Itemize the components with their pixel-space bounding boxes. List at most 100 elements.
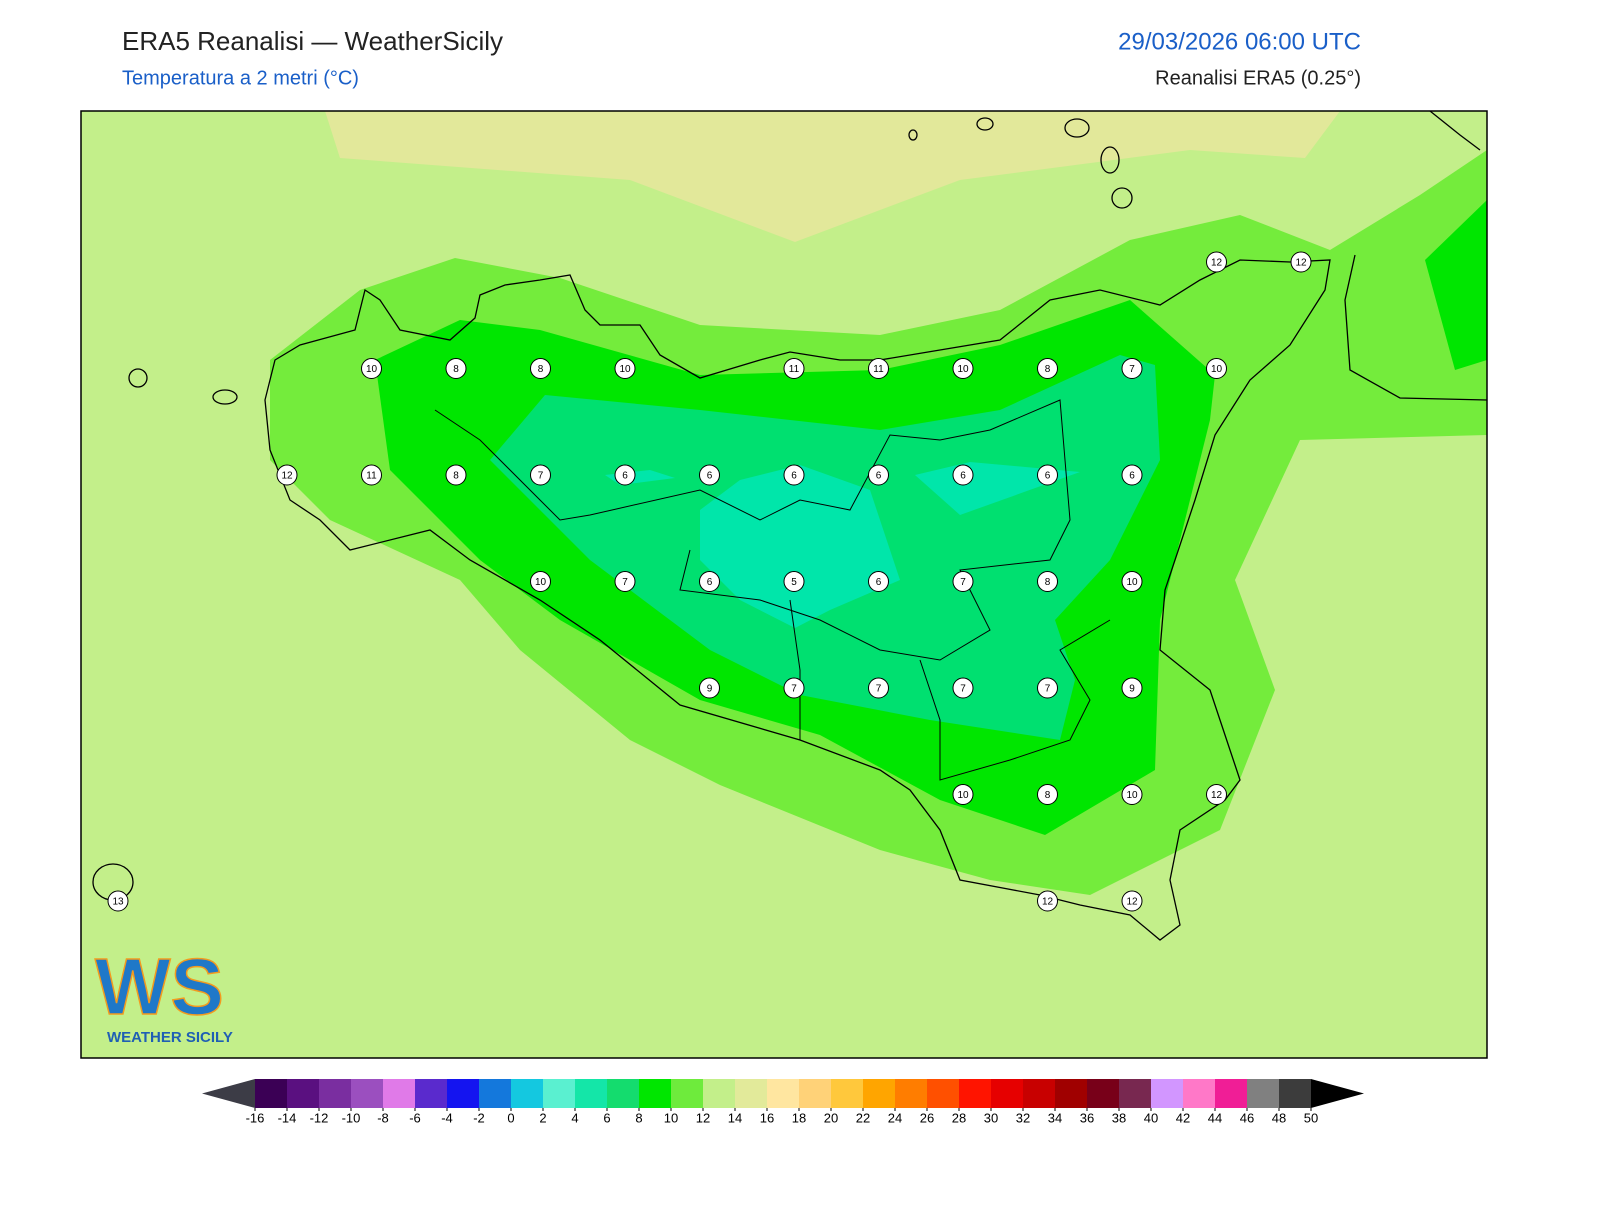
colorbar-label: 18 [792, 1110, 806, 1125]
grid-point [445, 464, 467, 486]
calabria-coast [1344, 254, 1488, 401]
grid-point [614, 358, 636, 379]
grid-value: 6 [622, 471, 628, 482]
colorbar-label: -2 [473, 1110, 485, 1125]
grid-point [445, 358, 467, 379]
colorbar-label: 36 [1080, 1110, 1094, 1125]
grid-value: 6 [707, 471, 713, 482]
grid-point [783, 677, 805, 699]
colorbar-box [607, 1079, 639, 1108]
colorbar-label: 2 [539, 1110, 546, 1125]
island [976, 117, 994, 131]
grid-value: 12 [1211, 790, 1223, 801]
grid-value: 7 [960, 684, 966, 695]
grid-value: 11 [366, 471, 377, 482]
grid-point [1037, 890, 1058, 912]
grid-value: 7 [538, 471, 544, 482]
colorbar-label: 40 [1144, 1110, 1158, 1125]
grid-value: 7 [622, 577, 628, 588]
grid-point [699, 464, 720, 486]
colorbar-label: 24 [888, 1110, 902, 1125]
contour-14-16 [325, 111, 1340, 242]
colorbar-box [927, 1079, 959, 1108]
grid-value: 10 [957, 790, 969, 801]
colorbar-box [255, 1079, 287, 1108]
colorbar-label: 12 [696, 1110, 710, 1125]
grid-value: 6 [876, 471, 882, 482]
grid-value: 8 [453, 471, 459, 482]
colorbar-box [383, 1079, 415, 1108]
grid-value: 7 [876, 684, 882, 695]
grid-value: 6 [960, 471, 966, 482]
grid-value: 10 [1211, 364, 1223, 375]
grid-point [1206, 251, 1227, 273]
island [128, 368, 148, 388]
grid-point [868, 464, 889, 486]
grid-point [530, 571, 551, 592]
colorbar-box [1023, 1079, 1055, 1108]
grid-value: 7 [1129, 364, 1135, 375]
grid-value: 10 [1126, 577, 1138, 588]
logo-name: WEATHER SICILY [107, 1029, 233, 1046]
colorbar-box [1119, 1079, 1151, 1108]
colorbar-label: 32 [1016, 1110, 1030, 1125]
grid-point [1121, 571, 1143, 592]
grid-point [614, 464, 636, 486]
province-border [434, 399, 1071, 661]
colorbar-box [639, 1079, 671, 1108]
colorbar-box [575, 1079, 607, 1108]
grid-value: 10 [957, 364, 969, 375]
calabria-coast [1429, 110, 1481, 151]
grid-point [361, 464, 382, 486]
colorbar-label: 14 [728, 1110, 742, 1125]
grid-point [1037, 358, 1058, 379]
sicily-coast [264, 259, 1331, 941]
grid-point [952, 677, 974, 699]
grid-point [1206, 784, 1227, 805]
colorbar-box [991, 1079, 1023, 1108]
colorbar-label: -10 [342, 1110, 361, 1125]
colorbar-box [415, 1079, 447, 1108]
grid-point [1290, 251, 1312, 273]
colorbar-box [1247, 1079, 1279, 1108]
map-frame [80, 110, 1488, 1059]
grid-point [868, 358, 889, 379]
colorbar-box [735, 1079, 767, 1108]
grid-value: 8 [1045, 790, 1051, 801]
grid-point [1121, 784, 1143, 805]
grid-value: 10 [366, 364, 378, 375]
grid-value: 7 [960, 577, 966, 588]
grid-points: 12 12 10 8 8 10 11 11 10 8 7 10 12 11 8 7 6 6 6 6 6 6 6 10 7 6 5 6 7… [107, 251, 1312, 912]
colorbar-box [671, 1079, 703, 1108]
colorbar-box [447, 1079, 479, 1108]
grid-point [952, 571, 974, 592]
colorbar-box [895, 1079, 927, 1108]
colorbar-box [799, 1079, 831, 1108]
grid-point [530, 464, 551, 486]
grid-point [783, 358, 805, 379]
colorbar-over [1311, 1079, 1364, 1108]
logo-mark: WS [95, 942, 224, 1031]
colorbar-box [511, 1079, 543, 1108]
grid-value: 12 [1211, 258, 1223, 269]
colorbar-box [703, 1079, 735, 1108]
contour-4-6 [700, 465, 900, 628]
colorbar-label: -6 [409, 1110, 421, 1125]
colorbar-label: 46 [1240, 1110, 1254, 1125]
colorbar-label: 10 [664, 1110, 678, 1125]
colorbar-label: 48 [1272, 1110, 1286, 1125]
grid-value: 12 [281, 471, 293, 482]
colorbar-box [319, 1079, 351, 1108]
colorbar-box [1183, 1079, 1215, 1108]
island [1100, 146, 1120, 174]
grid-point [699, 571, 720, 592]
island [1064, 118, 1090, 138]
colorbar: -16 -14 -12 -10 -8 -6 -4 -2 0 2 4 6 8 10 12 14 16 18 20 22 2… [202, 1079, 1364, 1125]
grid-point [868, 677, 889, 699]
grid-value: 6 [1129, 471, 1135, 482]
grid-value: 8 [538, 364, 544, 375]
grid-value: 10 [1126, 790, 1138, 801]
grid-value: 7 [1045, 684, 1051, 695]
grid-value: 13 [112, 897, 124, 908]
